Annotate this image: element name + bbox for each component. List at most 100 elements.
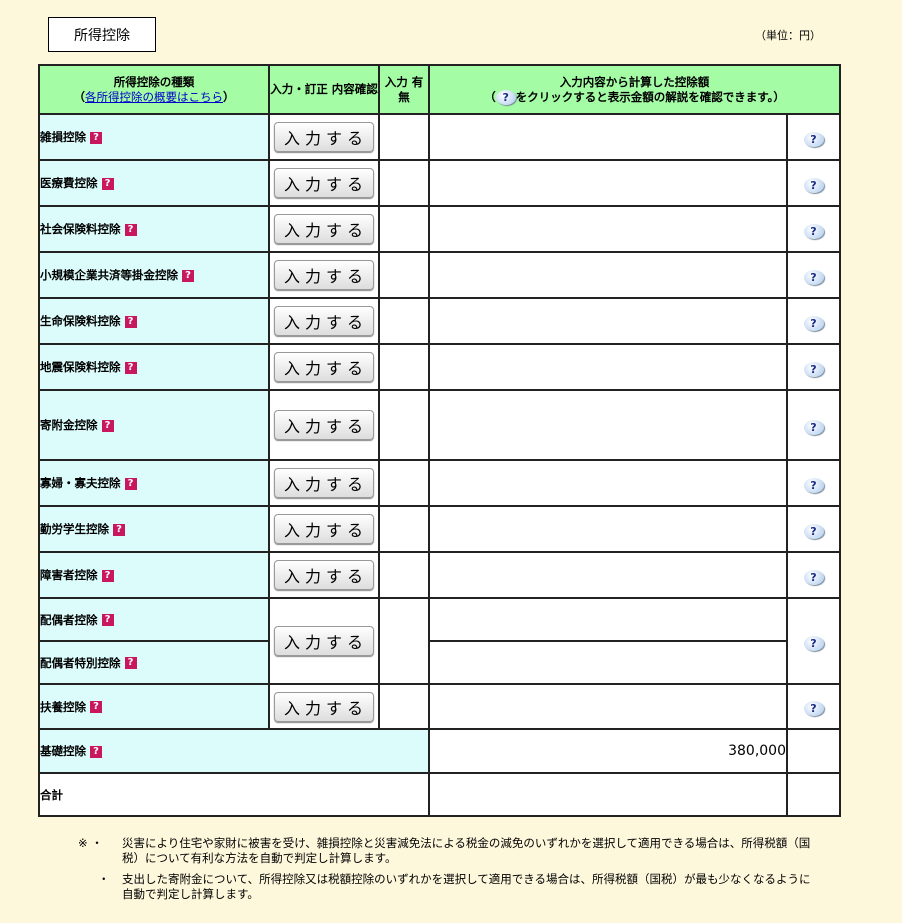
- has-input-cell: [378, 251, 430, 299]
- input-cell: 入力する: [268, 597, 380, 685]
- amount-cell: [428, 459, 788, 507]
- amount-cell: [428, 505, 788, 553]
- explain-cell: ?: [785, 551, 842, 599]
- help-icon[interactable]: ?: [124, 361, 137, 374]
- help-bubble-icon[interactable]: ?: [803, 315, 824, 331]
- deduction-label: 勤労学生控除?: [38, 505, 270, 553]
- note-2: ・支出した寄附金について、所得控除又は税額控除のいずれかを選択して適用できる場合…: [98, 872, 811, 901]
- deduction-row: 障害者控除? 入力する?: [38, 551, 842, 599]
- basic-amount: 380,000: [428, 728, 788, 774]
- has-input-cell: [378, 297, 430, 345]
- help-bubble-icon[interactable]: ?: [803, 569, 824, 585]
- input-button[interactable]: 入力する: [274, 468, 374, 498]
- deduction-row: 小規模企業共済等掛金控除? 入力する?: [38, 251, 842, 299]
- amount-cell: [428, 389, 788, 461]
- deduction-row: 生命保険料控除? 入力する?: [38, 297, 842, 345]
- empty-cell: [785, 772, 842, 817]
- help-bubble-icon[interactable]: ?: [803, 361, 824, 377]
- total-row: 合計: [38, 772, 842, 817]
- has-input-cell: [378, 343, 430, 391]
- input-button[interactable]: 入力する: [274, 410, 374, 440]
- input-cell: 入力する: [268, 683, 380, 730]
- help-bubble-icon[interactable]: ?: [803, 223, 824, 239]
- input-button[interactable]: 入力する: [274, 168, 374, 198]
- explain-cell: ?: [785, 297, 842, 345]
- help-icon[interactable]: ?: [124, 223, 137, 236]
- amount-cell: [428, 251, 788, 299]
- deduction-row: 寡婦・寡夫控除? 入力する?: [38, 459, 842, 507]
- deduction-label: 配偶者控除?: [38, 597, 270, 642]
- help-icon[interactable]: ?: [124, 477, 137, 490]
- amount-cell: [428, 205, 788, 253]
- amount-cell: [428, 551, 788, 599]
- deduction-row: 雑損控除? 入力する?: [38, 113, 842, 161]
- has-input-cell: [378, 205, 430, 253]
- help-bubble-icon[interactable]: ?: [803, 419, 824, 435]
- help-icon[interactable]: ?: [90, 131, 102, 144]
- has-input-cell: [378, 389, 430, 461]
- amount-cell: [428, 113, 788, 161]
- input-cell: 入力する: [268, 459, 380, 507]
- explain-cell: ?: [785, 251, 842, 299]
- notes: ※ ・災害により住宅や家財に被害を受け、雑損控除と災害減免法による税金の減免のい…: [78, 836, 812, 908]
- deduction-label: 生命保険料控除?: [38, 297, 270, 345]
- explain-cell: ?: [785, 159, 842, 207]
- section-title: 所得控除: [48, 17, 156, 52]
- input-button[interactable]: 入力する: [274, 306, 374, 336]
- deduction-row: 扶養控除? 入力する?: [38, 683, 842, 730]
- input-cell: 入力する: [268, 159, 380, 207]
- help-bubble-icon[interactable]: ?: [803, 523, 824, 539]
- overview-link[interactable]: 各所得控除の概要はこちら: [85, 89, 223, 104]
- help-icon[interactable]: ?: [124, 315, 137, 328]
- help-icon[interactable]: ?: [113, 523, 125, 536]
- deduction-label: 小規模企業共済等掛金控除?: [38, 251, 270, 299]
- help-bubble-icon[interactable]: ?: [803, 477, 824, 493]
- help-bubble-icon[interactable]: ?: [803, 701, 824, 716]
- help-bubble-icon[interactable]: ?: [803, 131, 824, 147]
- amount-cell: [428, 297, 788, 345]
- help-icon[interactable]: ?: [101, 419, 114, 432]
- deduction-row: 勤労学生控除? 入力する?: [38, 505, 842, 553]
- explain-cell: ?: [785, 597, 842, 685]
- amount-cell: [428, 640, 788, 685]
- help-bubble-icon[interactable]: ?: [803, 635, 824, 651]
- basic-row: 基礎控除? 380,000: [38, 728, 842, 774]
- input-button[interactable]: 入力する: [274, 691, 374, 722]
- input-button[interactable]: 入力する: [274, 560, 374, 590]
- help-bubble-icon[interactable]: ?: [803, 269, 824, 285]
- explain-cell: ?: [785, 113, 842, 161]
- has-input-cell: [378, 551, 430, 599]
- input-button[interactable]: 入力する: [274, 626, 374, 656]
- help-icon[interactable]: ?: [90, 745, 102, 758]
- basic-label: 基礎控除?: [38, 728, 430, 774]
- amount-cell: [428, 683, 788, 730]
- deduction-row: 配偶者控除? 入力する?: [38, 597, 842, 685]
- input-button[interactable]: 入力する: [274, 122, 374, 152]
- amount-cell: [428, 597, 788, 642]
- total-label: 合計: [38, 772, 430, 817]
- help-bubble-icon[interactable]: ?: [803, 177, 824, 193]
- has-input-cell: [378, 597, 430, 685]
- deduction-label: 寄附金控除?: [38, 389, 270, 461]
- input-cell: 入力する: [268, 251, 380, 299]
- help-bubble-icon: ?: [495, 89, 516, 105]
- input-button[interactable]: 入力する: [274, 214, 374, 244]
- help-icon[interactable]: ?: [124, 657, 137, 669]
- deduction-label: 地震保険料控除?: [38, 343, 270, 391]
- input-button[interactable]: 入力する: [274, 352, 374, 382]
- input-button[interactable]: 入力する: [274, 514, 374, 544]
- help-icon[interactable]: ?: [90, 701, 102, 713]
- header-has-input: 入力 有無: [378, 64, 430, 115]
- help-icon[interactable]: ?: [101, 614, 114, 626]
- help-icon[interactable]: ?: [101, 177, 114, 190]
- help-icon[interactable]: ?: [182, 269, 194, 282]
- deduction-label: 雑損控除?: [38, 113, 270, 161]
- has-input-cell: [378, 505, 430, 553]
- unit-label: （単位：円）: [755, 29, 821, 42]
- input-button[interactable]: 入力する: [274, 260, 374, 290]
- deduction-label: 扶養控除?: [38, 683, 270, 730]
- input-cell: 入力する: [268, 113, 380, 161]
- total-amount: [428, 772, 788, 817]
- help-icon[interactable]: ?: [101, 569, 114, 582]
- deduction-row: 医療費控除? 入力する?: [38, 159, 842, 207]
